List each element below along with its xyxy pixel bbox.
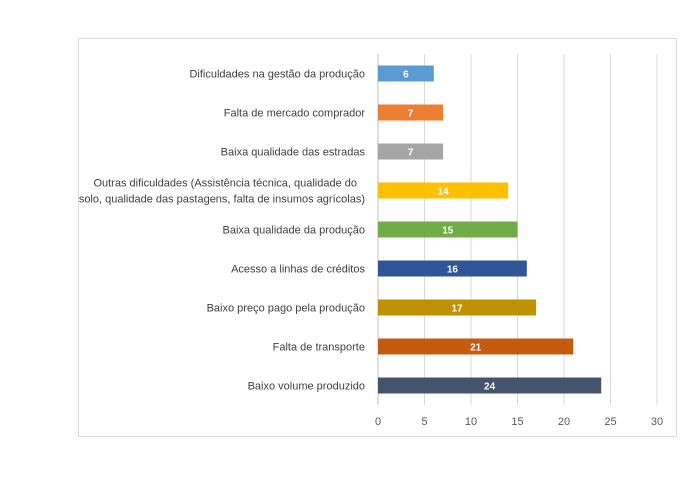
data-label: 7 [408,109,414,120]
category-label: Baixa qualidade da produção [222,225,365,237]
data-label: 14 [438,187,450,198]
x-tick-label: 5 [421,416,427,428]
x-tick-label: 30 [651,416,663,428]
category-label: Falta de mercado comprador [224,108,366,120]
bar [378,299,537,316]
x-tick-label: 25 [604,416,616,428]
category-label: Baixo preço pago pela produção [207,303,365,315]
bar [378,182,509,199]
bar [378,377,602,394]
bar [378,338,574,355]
category-label: Acesso a linhas de créditos [231,264,365,276]
data-label: 7 [408,148,414,159]
category-label: Baixa qualidade das estradas [221,147,366,159]
data-label: 16 [447,265,459,276]
category-label: Baixo volume produzido [248,381,365,393]
data-label: 21 [470,343,482,354]
data-label: 6 [403,70,409,81]
category-label: Falta de transporte [273,342,365,354]
x-tick-label: 15 [511,416,523,428]
x-tick-label: 20 [558,416,570,428]
category-label: Dificuldades na gestão da produção [189,69,365,81]
category-label: Outras dificuldades (Assistência técnica… [79,178,365,206]
bar [378,104,444,121]
data-label: 17 [451,304,463,315]
x-tick-label: 10 [465,416,477,428]
data-label: 15 [442,226,454,237]
bar [378,260,527,277]
data-label: 24 [484,382,496,393]
bar [378,221,518,238]
x-tick-label: 0 [375,416,381,428]
bar [378,143,444,160]
bar [378,65,434,82]
